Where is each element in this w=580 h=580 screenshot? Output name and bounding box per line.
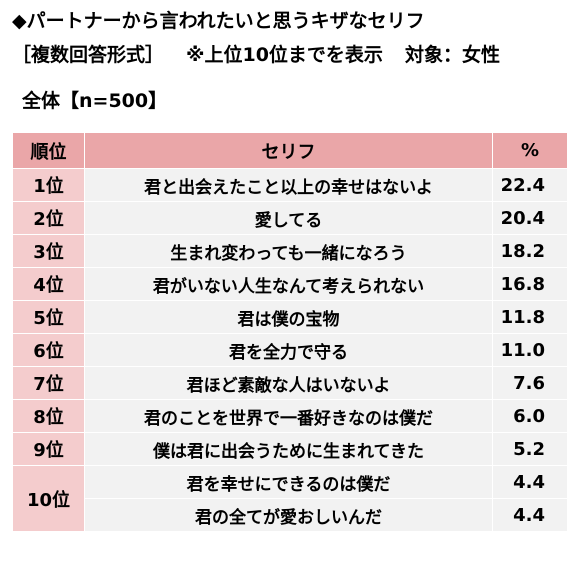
percent-cell: 7.6 [492, 366, 568, 400]
percent-cell: 16.8 [492, 267, 568, 301]
table-row: 君の全てが愛おしいんだ 4.4 [13, 498, 568, 532]
table-row: 2位 愛してる 20.4 [12, 201, 568, 235]
line-cell: 君を幸せにできるのは僕だ [84, 465, 493, 499]
percent-cell: 4.4 [492, 498, 568, 532]
line-cell: 君ほど素敵な人はいないよ [84, 366, 493, 400]
table-row: 8位 君のことを世界で一番好きなのは僕だ 6.0 [12, 399, 568, 433]
table-row: 6位 君を全力で守る 11.0 [12, 333, 568, 367]
table-row: 4位 君がいない人生なんて考えられない 16.8 [12, 267, 568, 301]
percent-cell: 4.4 [492, 465, 568, 499]
display-note: ※上位10位までを表示 [186, 44, 383, 66]
line-cell: 君と出会えたこと以上の幸せはないよ [84, 168, 493, 202]
header-rank: 順位 [12, 132, 85, 169]
answer-format-label: ［複数回答形式］ [12, 44, 165, 66]
rank-cell: 10位 [12, 465, 85, 532]
percent-cell: 11.0 [492, 333, 568, 367]
rank-cell: 4位 [12, 267, 85, 301]
percent-cell: 6.0 [492, 399, 568, 433]
percent-cell: 20.4 [492, 201, 568, 235]
sample-group-label: 全体【n=500】 [22, 90, 168, 112]
table-header-row: 順位 セリフ % [12, 132, 568, 169]
rank-cell: 9位 [12, 432, 85, 466]
target-label: 対象：女性 [404, 44, 500, 66]
ranking-table: 順位 セリフ % 1位 君と出会えたこと以上の幸せはないよ 22.4 2位 愛し… [12, 132, 568, 532]
table-row: 7位 君ほど素敵な人はいないよ 7.6 [12, 366, 568, 400]
rank-cell: 7位 [12, 366, 85, 400]
rank-cell: 2位 [12, 201, 85, 235]
rank-cell: 1位 [12, 168, 85, 202]
table-row: 9位 僕は君に出会うために生まれてきた 5.2 [12, 432, 568, 466]
line-cell: 僕は君に出会うために生まれてきた [84, 432, 493, 466]
table-row: 3位 生まれ変わっても一緒になろう 18.2 [12, 234, 568, 268]
table-row: 10位 君を幸せにできるのは僕だ 4.4 [12, 465, 568, 532]
table-row: 1位 君と出会えたこと以上の幸せはないよ 22.4 [12, 168, 568, 202]
line-cell: 君のことを世界で一番好きなのは僕だ [84, 399, 493, 433]
rank-cell: 6位 [12, 333, 85, 367]
header-percent: % [492, 132, 568, 169]
line-cell: 君の全てが愛おしいんだ [84, 498, 493, 532]
page-title: ◆パートナーから言われたいと思うキザなセリフ [12, 10, 425, 32]
line-cell: 君を全力で守る [84, 333, 493, 367]
line-cell: 君がいない人生なんて考えられない [84, 267, 493, 301]
percent-cell: 11.8 [492, 300, 568, 334]
survey-subtitle: ［複数回答形式］ ※上位10位までを表示 対象：女性 [12, 40, 500, 67]
rank-cell: 3位 [12, 234, 85, 268]
rank-cell: 5位 [12, 300, 85, 334]
table-row: 5位 君は僕の宝物 11.8 [12, 300, 568, 334]
line-cell: 生まれ変わっても一緒になろう [84, 234, 493, 268]
line-cell: 愛してる [84, 201, 493, 235]
percent-cell: 18.2 [492, 234, 568, 268]
percent-cell: 22.4 [492, 168, 568, 202]
percent-cell: 5.2 [492, 432, 568, 466]
line-cell: 君は僕の宝物 [84, 300, 493, 334]
rank-cell: 8位 [12, 399, 85, 433]
header-line: セリフ [84, 132, 493, 169]
